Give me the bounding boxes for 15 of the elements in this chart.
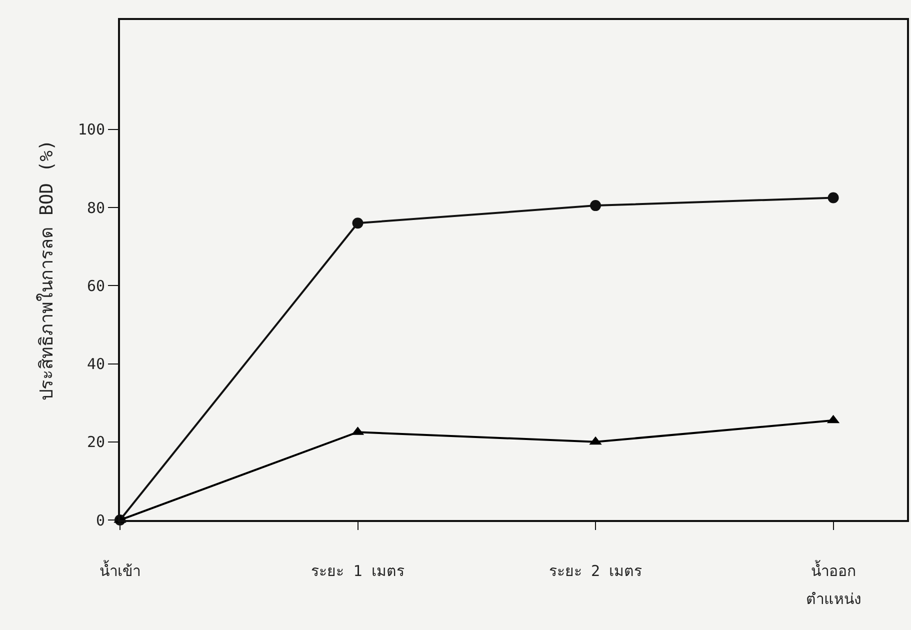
y-tick-label: 40 xyxy=(86,355,105,373)
x-tick-label: น้ำเข้า xyxy=(100,560,140,580)
point xyxy=(828,192,839,204)
x-tick-label: น้ำออก xyxy=(810,560,856,580)
y-tick-label: 100 xyxy=(78,120,105,139)
y-tick-label: 60 xyxy=(86,276,105,295)
y-tick-label: 20 xyxy=(86,433,105,452)
point xyxy=(352,218,364,229)
x-axis-title: ตำแหน่ง xyxy=(806,590,861,608)
y-tick-label: 0 xyxy=(96,511,105,530)
y-axis-title: ประสิทธิภาพในการลด BOD (%) xyxy=(36,140,58,400)
y-tick-label: 80 xyxy=(86,198,105,217)
point xyxy=(590,200,602,212)
x-tick-label: ระยะ 1 เมตร xyxy=(311,562,404,580)
x-tick-label: ระยะ 2 เมตร xyxy=(548,562,642,580)
